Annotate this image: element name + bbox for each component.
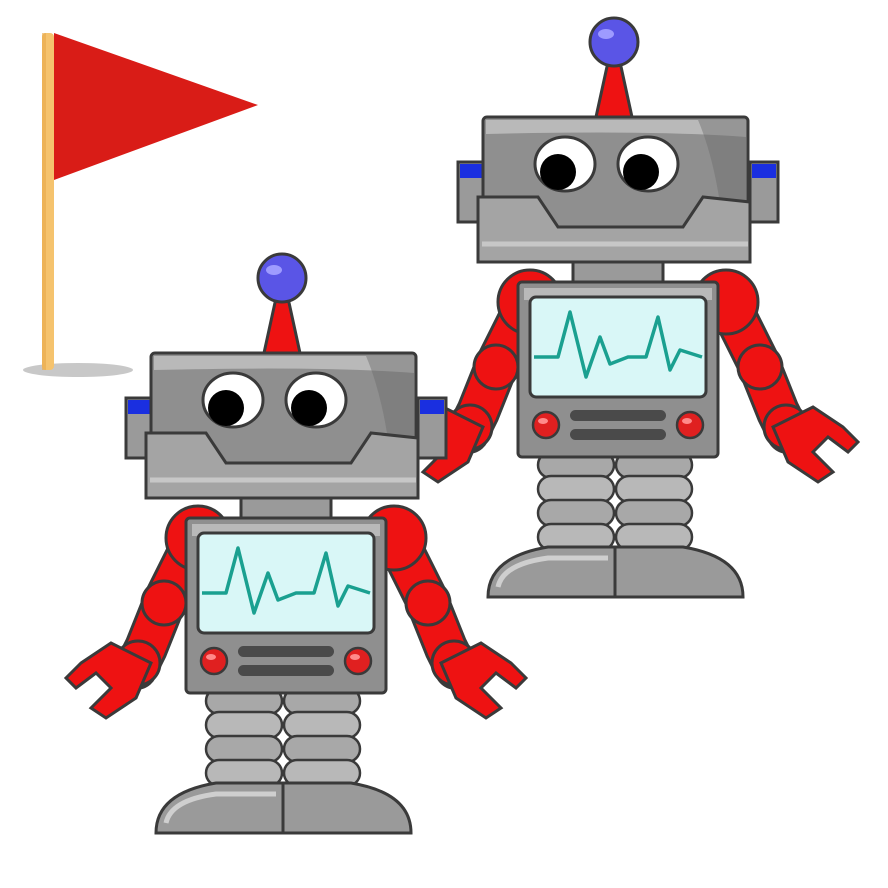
robot-back[interactable] — [398, 18, 858, 597]
flag-shadow — [23, 363, 133, 377]
robot-icon — [66, 254, 526, 833]
goal-flag[interactable] — [23, 33, 258, 377]
robot-front[interactable] — [66, 254, 526, 833]
flag-icon — [54, 33, 258, 180]
robot-icon — [398, 18, 858, 597]
